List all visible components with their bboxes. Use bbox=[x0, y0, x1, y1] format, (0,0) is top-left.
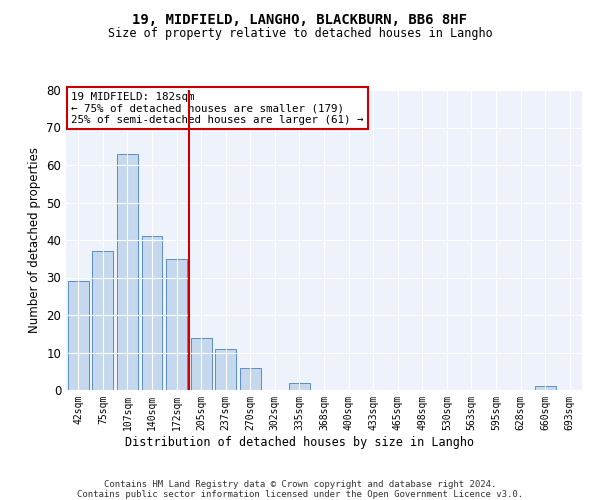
Bar bbox=[166, 259, 187, 390]
Bar bbox=[191, 338, 212, 390]
Bar bbox=[92, 251, 113, 390]
Text: Size of property relative to detached houses in Langho: Size of property relative to detached ho… bbox=[107, 28, 493, 40]
Text: 19 MIDFIELD: 182sqm
← 75% of detached houses are smaller (179)
25% of semi-detac: 19 MIDFIELD: 182sqm ← 75% of detached ho… bbox=[71, 92, 364, 124]
Text: Distribution of detached houses by size in Langho: Distribution of detached houses by size … bbox=[125, 436, 475, 449]
Bar bbox=[68, 281, 89, 390]
Bar bbox=[215, 349, 236, 390]
Text: 19, MIDFIELD, LANGHO, BLACKBURN, BB6 8HF: 19, MIDFIELD, LANGHO, BLACKBURN, BB6 8HF bbox=[133, 12, 467, 26]
Bar bbox=[240, 368, 261, 390]
Bar bbox=[117, 154, 138, 390]
Y-axis label: Number of detached properties: Number of detached properties bbox=[28, 147, 41, 333]
Bar bbox=[289, 382, 310, 390]
Text: Contains HM Land Registry data © Crown copyright and database right 2024.
Contai: Contains HM Land Registry data © Crown c… bbox=[77, 480, 523, 500]
Bar bbox=[535, 386, 556, 390]
Bar bbox=[142, 236, 163, 390]
